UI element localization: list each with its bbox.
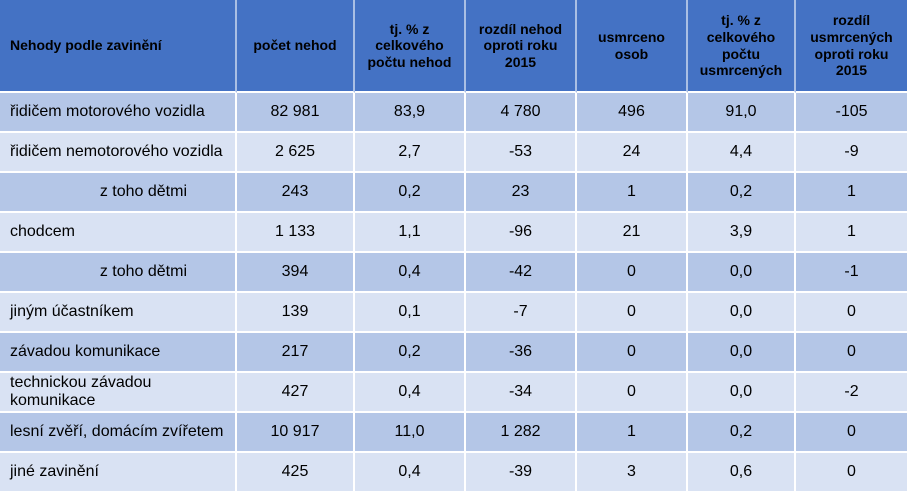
table-cell: -39 bbox=[466, 453, 577, 493]
table-cell: 0 bbox=[577, 373, 688, 413]
table-row: jiným účastníkem 139 0,1 -7 0 0,0 0 bbox=[0, 293, 907, 333]
table-cell: 10 917 bbox=[237, 413, 355, 453]
table-cell: 0,2 bbox=[355, 333, 466, 373]
table-cell: 24 bbox=[577, 133, 688, 173]
row-label: řidičem nemotorového vozidla bbox=[0, 133, 237, 173]
row-label: jiné zavinění bbox=[0, 453, 237, 493]
table-cell: 0,0 bbox=[688, 373, 796, 413]
table-cell: 0 bbox=[796, 333, 907, 373]
column-header-killed-diff-vs-2015: rozdíl usmrcených oproti roku 2015 bbox=[796, 0, 907, 93]
table-cell: 1 282 bbox=[466, 413, 577, 453]
header-row: Nehody podle zavinění počet nehod tj. % … bbox=[0, 0, 907, 93]
table-cell: 11,0 bbox=[355, 413, 466, 453]
column-header-persons-killed: usmrceno osob bbox=[577, 0, 688, 93]
table-cell: -1 bbox=[796, 253, 907, 293]
table-cell: 0,1 bbox=[355, 293, 466, 333]
table-cell: 91,0 bbox=[688, 93, 796, 133]
table-cell: -2 bbox=[796, 373, 907, 413]
table-cell: -42 bbox=[466, 253, 577, 293]
table-row: lesní zvěří, domácím zvířetem 10 917 11,… bbox=[0, 413, 907, 453]
table-cell: 427 bbox=[237, 373, 355, 413]
column-header-cause: Nehody podle zavinění bbox=[0, 0, 237, 93]
table-cell: 394 bbox=[237, 253, 355, 293]
table-cell: 1 bbox=[796, 213, 907, 253]
table-cell: 0 bbox=[796, 413, 907, 453]
table-cell: 139 bbox=[237, 293, 355, 333]
table-cell: 0,0 bbox=[688, 333, 796, 373]
table-cell: 4 780 bbox=[466, 93, 577, 133]
table-cell: 3 bbox=[577, 453, 688, 493]
table-cell: -9 bbox=[796, 133, 907, 173]
table-cell: 82 981 bbox=[237, 93, 355, 133]
table-cell: 0,0 bbox=[688, 253, 796, 293]
table-cell: 0,2 bbox=[688, 173, 796, 213]
table-cell: -34 bbox=[466, 373, 577, 413]
table-cell: 0,0 bbox=[688, 293, 796, 333]
table-cell: 425 bbox=[237, 453, 355, 493]
row-label: jiným účastníkem bbox=[0, 293, 237, 333]
table-cell: 1 bbox=[577, 413, 688, 453]
table-cell: 1 bbox=[577, 173, 688, 213]
table-cell: 0,4 bbox=[355, 373, 466, 413]
table-cell: 4,4 bbox=[688, 133, 796, 173]
table-row: z toho dětmi 243 0,2 23 1 0,2 1 bbox=[0, 173, 907, 213]
row-label-sub: z toho dětmi bbox=[0, 253, 237, 293]
table-cell: -96 bbox=[466, 213, 577, 253]
table-cell: 0,2 bbox=[355, 173, 466, 213]
row-label: řidičem motorového vozidla bbox=[0, 93, 237, 133]
table-cell: 243 bbox=[237, 173, 355, 213]
table-cell: 3,9 bbox=[688, 213, 796, 253]
row-label-sub: z toho dětmi bbox=[0, 173, 237, 213]
table-cell: 1 bbox=[796, 173, 907, 213]
table-cell: 0 bbox=[796, 453, 907, 493]
column-header-accident-count: počet nehod bbox=[237, 0, 355, 93]
table-cell: 0 bbox=[796, 293, 907, 333]
table-cell: -7 bbox=[466, 293, 577, 333]
table-row: závadou komunikace 217 0,2 -36 0 0,0 0 bbox=[0, 333, 907, 373]
table-cell: 0 bbox=[577, 253, 688, 293]
table-cell: 2,7 bbox=[355, 133, 466, 173]
table-cell: 21 bbox=[577, 213, 688, 253]
table-row: z toho dětmi 394 0,4 -42 0 0,0 -1 bbox=[0, 253, 907, 293]
table-cell: 23 bbox=[466, 173, 577, 213]
row-label: závadou komunikace bbox=[0, 333, 237, 373]
table-row: jiné zavinění 425 0,4 -39 3 0,6 0 bbox=[0, 453, 907, 493]
row-label: chodcem bbox=[0, 213, 237, 253]
row-label: technickou závadou komunikace bbox=[0, 373, 237, 413]
column-header-accident-diff-vs-2015: rozdíl nehod oproti roku 2015 bbox=[466, 0, 577, 93]
table-cell: 2 625 bbox=[237, 133, 355, 173]
table-cell: 496 bbox=[577, 93, 688, 133]
row-label: lesní zvěří, domácím zvířetem bbox=[0, 413, 237, 453]
table-row: řidičem nemotorového vozidla 2 625 2,7 -… bbox=[0, 133, 907, 173]
table-cell: 1 133 bbox=[237, 213, 355, 253]
table-cell: 0 bbox=[577, 293, 688, 333]
table-cell: 217 bbox=[237, 333, 355, 373]
column-header-pct-of-total-killed: tj. % z celkového počtu usmrcených bbox=[688, 0, 796, 93]
table-cell: -36 bbox=[466, 333, 577, 373]
table-cell: 0,4 bbox=[355, 453, 466, 493]
table-cell: 1,1 bbox=[355, 213, 466, 253]
table-row: technickou závadou komunikace 427 0,4 -3… bbox=[0, 373, 907, 413]
table-row: chodcem 1 133 1,1 -96 21 3,9 1 bbox=[0, 213, 907, 253]
table-cell: -105 bbox=[796, 93, 907, 133]
table-cell: 83,9 bbox=[355, 93, 466, 133]
table-cell: 0,6 bbox=[688, 453, 796, 493]
table-cell: 0,4 bbox=[355, 253, 466, 293]
column-header-pct-of-total-accidents: tj. % z celkového počtu nehod bbox=[355, 0, 466, 93]
table-cell: 0,2 bbox=[688, 413, 796, 453]
table-row: řidičem motorového vozidla 82 981 83,9 4… bbox=[0, 93, 907, 133]
table-cell: 0 bbox=[577, 333, 688, 373]
table-cell: -53 bbox=[466, 133, 577, 173]
